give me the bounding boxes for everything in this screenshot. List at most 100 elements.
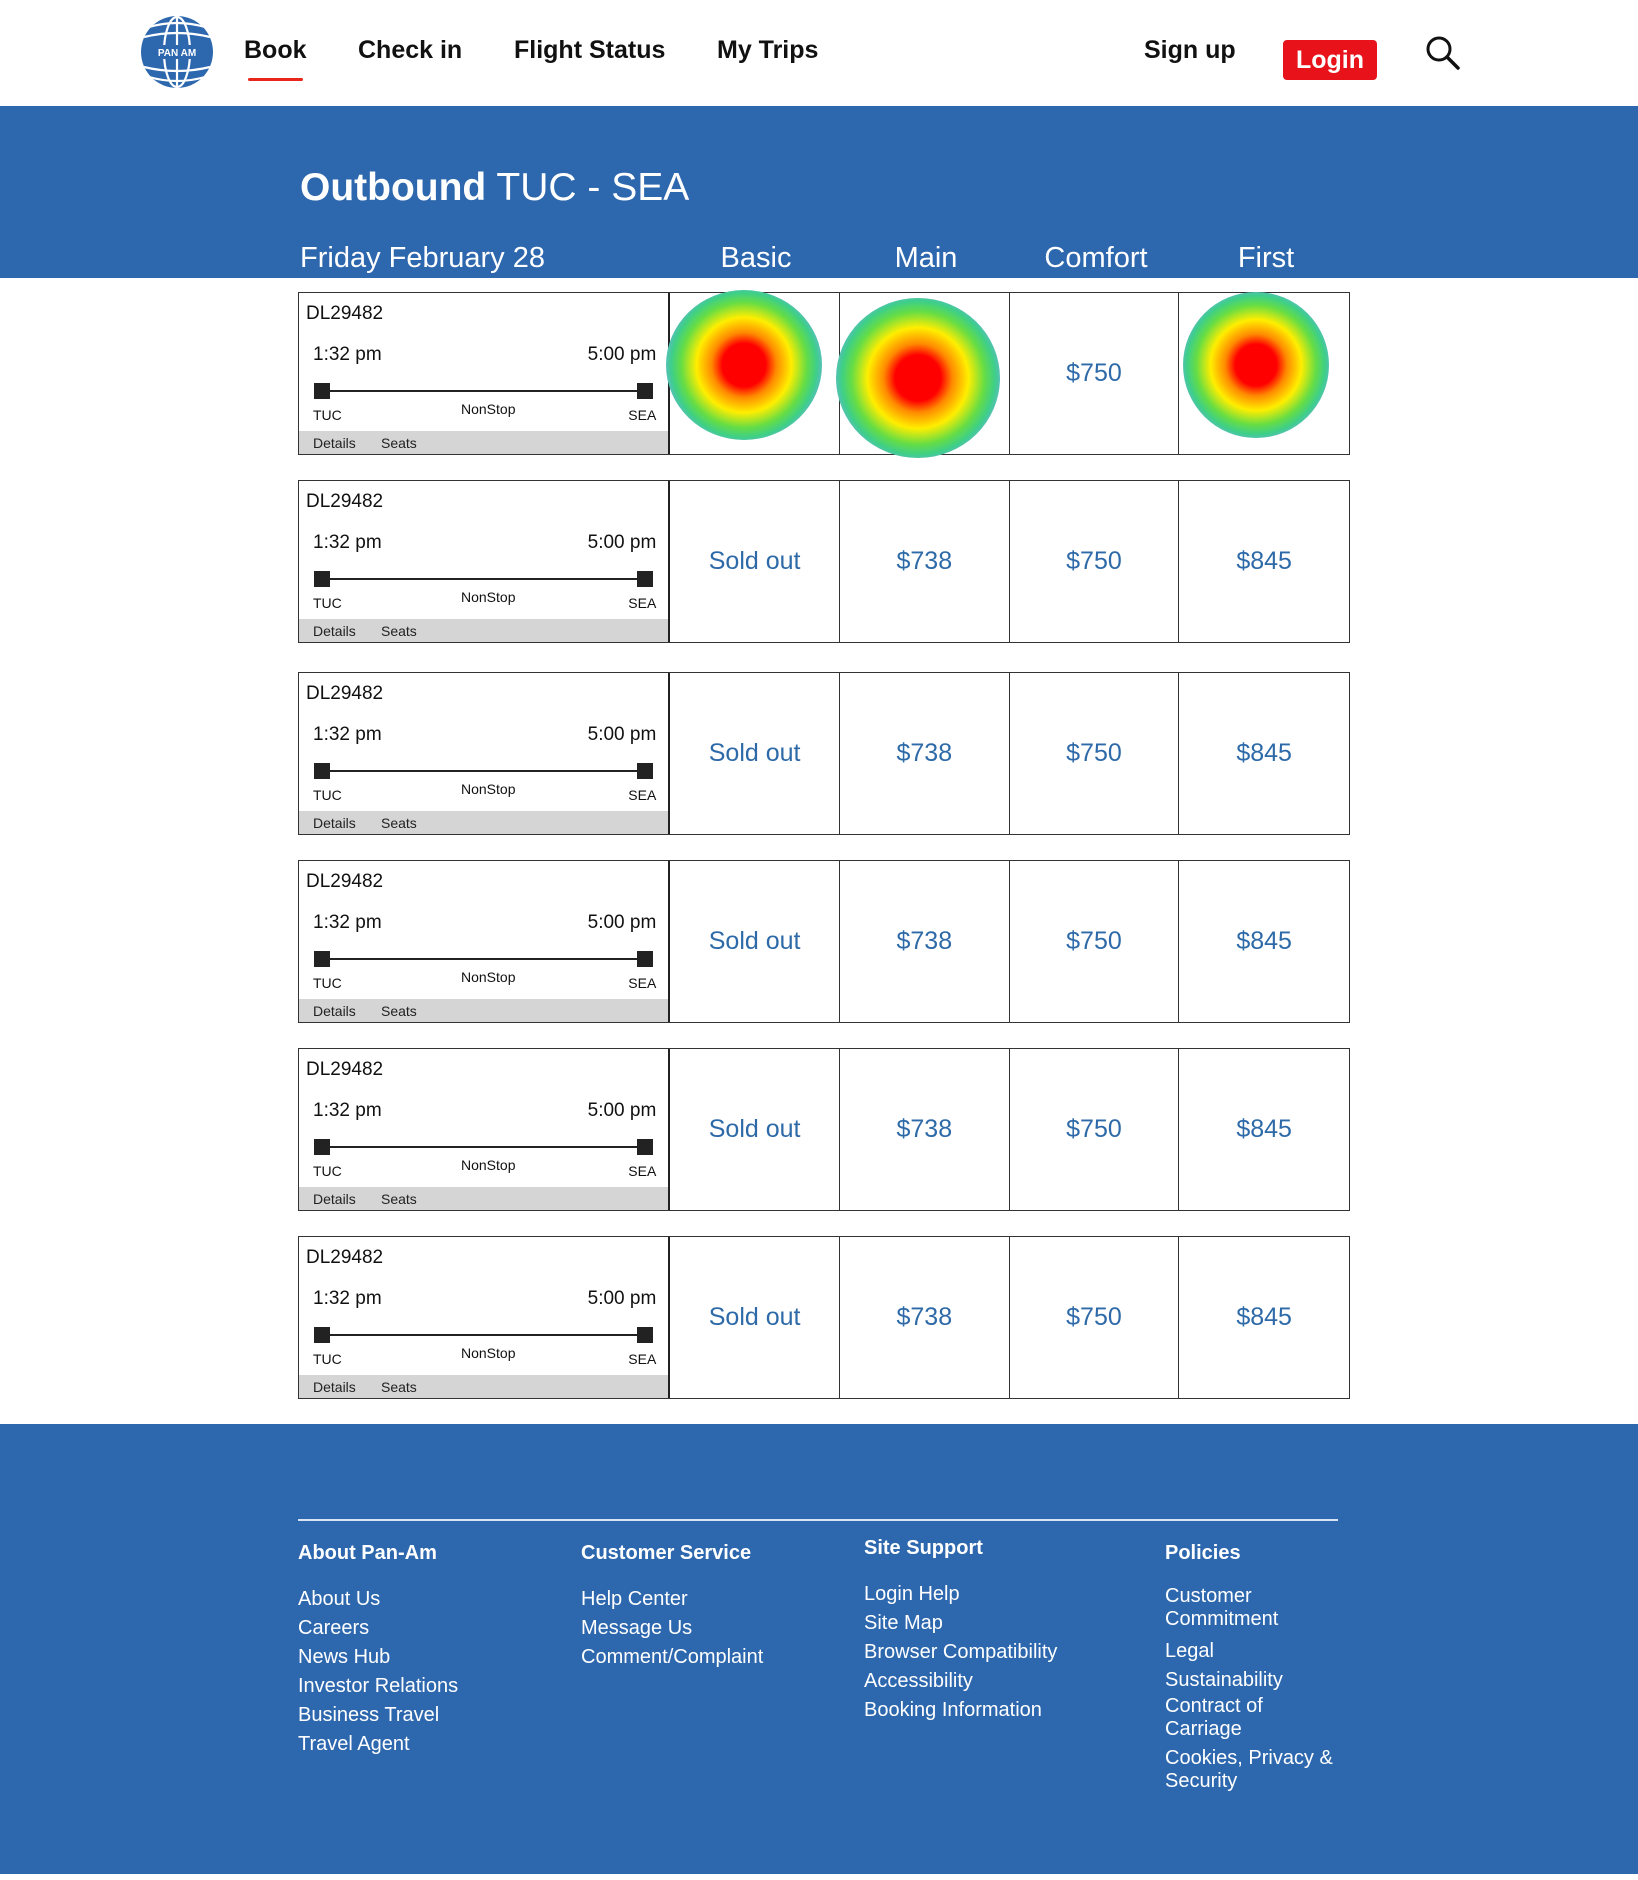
- stops-label: NonStop: [461, 969, 516, 985]
- details-link[interactable]: Details: [313, 1379, 356, 1395]
- destination-code: SEA: [628, 407, 657, 423]
- arrival-time: 5:00 pm: [587, 1100, 657, 1121]
- fare-comfort[interactable]: $750: [1010, 1237, 1180, 1398]
- footer-link[interactable]: Comment/Complaint: [581, 1646, 764, 1668]
- route-line: [319, 578, 649, 580]
- results-header: Outbound TUC - SEA Friday February 28 Ba…: [0, 106, 1638, 278]
- footer-link[interactable]: News Hub: [298, 1646, 391, 1668]
- nav-flight-status[interactable]: Flight Status: [514, 36, 666, 64]
- destination-marker: [637, 1139, 654, 1155]
- fare-comfort[interactable]: $750: [1010, 481, 1180, 642]
- footer-link[interactable]: Booking Information: [864, 1699, 1042, 1721]
- footer-link[interactable]: Careers: [298, 1617, 370, 1639]
- seats-link[interactable]: Seats: [381, 1379, 417, 1395]
- footer-link[interactable]: Contract of Carriage: [1165, 1695, 1263, 1740]
- footer-link[interactable]: Help Center: [581, 1588, 688, 1610]
- route-line: [319, 390, 649, 392]
- fare-comfort[interactable]: $750: [1010, 861, 1180, 1022]
- seats-link[interactable]: Seats: [381, 623, 417, 639]
- fare-basic[interactable]: Sold out: [670, 1237, 840, 1398]
- flight-info: DL29482 1:32 pm 5:00 pm TUC NonStop SEA …: [299, 293, 671, 454]
- fare-comfort[interactable]: $750: [1010, 1049, 1180, 1210]
- fare-main[interactable]: $738: [840, 481, 1010, 642]
- sign-up-link[interactable]: Sign up: [1144, 36, 1236, 64]
- origin-code: TUC: [313, 1163, 342, 1179]
- cabin-header-first: First: [1237, 242, 1295, 274]
- details-link[interactable]: Details: [313, 1191, 356, 1207]
- origin-code: TUC: [313, 975, 342, 991]
- fare-main[interactable]: $738: [840, 1237, 1010, 1398]
- login-button[interactable]: Login: [1283, 40, 1377, 80]
- cabin-header-main: Main: [894, 242, 958, 274]
- arrival-time: 5:00 pm: [587, 344, 657, 365]
- fare-basic[interactable]: Sold out: [670, 673, 840, 834]
- footer-link[interactable]: Travel Agent: [298, 1733, 410, 1755]
- nav-check-in[interactable]: Check in: [358, 36, 463, 64]
- arrival-time: 5:00 pm: [587, 912, 657, 933]
- fare-first[interactable]: $845: [1236, 547, 1292, 575]
- footer-link[interactable]: Cookies, Privacy & Security: [1165, 1747, 1333, 1792]
- footer-link[interactable]: Business Travel: [298, 1704, 440, 1726]
- fare-first[interactable]: $845: [1236, 1115, 1292, 1143]
- destination-marker: [637, 951, 654, 967]
- route-line: [319, 1334, 649, 1336]
- seats-link[interactable]: Seats: [381, 1191, 417, 1207]
- fare-comfort[interactable]: $750: [1010, 293, 1180, 454]
- seats-link[interactable]: Seats: [381, 815, 417, 831]
- fare-main[interactable]: $738: [840, 293, 1010, 454]
- departure-time: 1:32 pm: [313, 724, 382, 745]
- footer-link[interactable]: Browser Compatibility: [864, 1641, 1058, 1663]
- details-link[interactable]: Details: [313, 815, 356, 831]
- fare-first[interactable]: $845: [1236, 927, 1292, 955]
- footer-link[interactable]: About Us: [298, 1588, 381, 1610]
- fare-basic[interactable]: Sold out: [670, 293, 840, 454]
- details-link[interactable]: Details: [313, 435, 356, 451]
- seats-link[interactable]: Seats: [381, 1003, 417, 1019]
- destination-marker: [637, 763, 654, 779]
- details-link[interactable]: Details: [313, 623, 356, 639]
- footer-heading: Site Support: [864, 1537, 983, 1559]
- fare-first[interactable]: $845: [1236, 739, 1292, 767]
- flight-info: DL29482 1:32 pm 5:00 pm TUC NonStop SEA …: [299, 673, 671, 834]
- fare-comfort[interactable]: $750: [1010, 673, 1180, 834]
- pan-am-globe-logo[interactable]: PAN AM: [140, 15, 214, 89]
- fare-basic[interactable]: Sold out: [670, 861, 840, 1022]
- footer-link[interactable]: Legal: [1165, 1640, 1214, 1662]
- footer-col-policies: Policies Customer Commitment Legal Susta…: [1165, 1542, 1345, 1793]
- footer-link[interactable]: Customer Commitment: [1165, 1585, 1279, 1630]
- destination-marker: [637, 383, 654, 399]
- arrival-time: 5:00 pm: [587, 724, 657, 745]
- departure-time: 1:32 pm: [313, 344, 382, 365]
- destination-marker: [637, 571, 654, 587]
- fare-first[interactable]: $845: [1236, 1303, 1292, 1331]
- flight-row: DL29482 1:32 pm 5:00 pm TUC NonStop SEA …: [298, 672, 1350, 835]
- footer-link[interactable]: Investor Relations: [298, 1675, 459, 1697]
- flight-subbar: Details Seats: [299, 1187, 669, 1210]
- seats-link[interactable]: Seats: [381, 435, 417, 451]
- footer-link[interactable]: Accessibility: [864, 1670, 973, 1692]
- arrival-time: 5:00 pm: [587, 532, 657, 553]
- fare-basic[interactable]: Sold out: [670, 1049, 840, 1210]
- nav-my-trips[interactable]: My Trips: [717, 36, 819, 64]
- search-icon[interactable]: [1424, 34, 1462, 72]
- flight-row: DL29482 1:32 pm 5:00 pm TUC NonStop SEA …: [298, 480, 1350, 643]
- fare-main[interactable]: $738: [840, 673, 1010, 834]
- destination-code: SEA: [628, 1163, 657, 1179]
- footer-link[interactable]: Login Help: [864, 1583, 960, 1605]
- fare-basic[interactable]: Sold out: [670, 481, 840, 642]
- flight-number: DL29482: [306, 683, 384, 704]
- details-link[interactable]: Details: [313, 1003, 356, 1019]
- fare-first[interactable]: $845: [1236, 359, 1292, 387]
- footer-heading: About Pan-Am: [298, 1542, 437, 1564]
- flight-subbar: Details Seats: [299, 999, 669, 1022]
- footer-link[interactable]: Message Us: [581, 1617, 693, 1639]
- footer-link[interactable]: Site Map: [864, 1612, 943, 1634]
- fare-main[interactable]: $738: [840, 861, 1010, 1022]
- footer-heading: Customer Service: [581, 1542, 752, 1564]
- footer-link[interactable]: Sustainability: [1165, 1669, 1283, 1691]
- departure-time: 1:32 pm: [313, 912, 382, 933]
- flight-info: DL29482 1:32 pm 5:00 pm TUC NonStop SEA …: [299, 481, 671, 642]
- nav-book[interactable]: Book: [244, 36, 307, 81]
- fare-main[interactable]: $738: [840, 1049, 1010, 1210]
- origin-code: TUC: [313, 787, 342, 803]
